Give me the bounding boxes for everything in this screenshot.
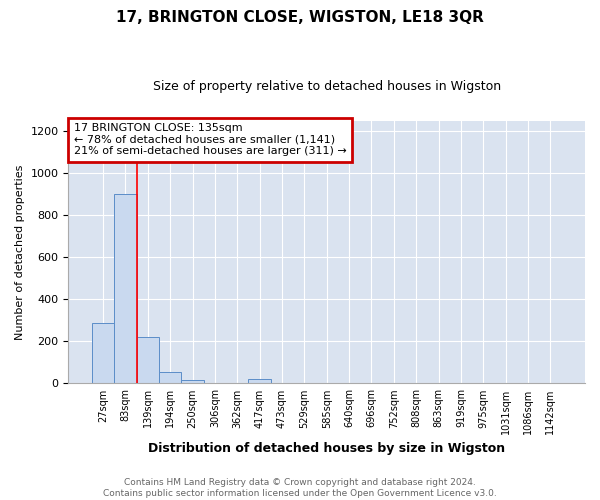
Bar — [159, 372, 181, 384]
Text: Contains HM Land Registry data © Crown copyright and database right 2024.
Contai: Contains HM Land Registry data © Crown c… — [103, 478, 497, 498]
X-axis label: Distribution of detached houses by size in Wigston: Distribution of detached houses by size … — [148, 442, 505, 455]
Bar — [137, 337, 159, 384]
Bar — [114, 194, 137, 384]
Bar — [92, 324, 114, 384]
Bar — [181, 380, 204, 384]
Y-axis label: Number of detached properties: Number of detached properties — [15, 164, 25, 340]
Text: 17 BRINGTON CLOSE: 135sqm
← 78% of detached houses are smaller (1,141)
21% of se: 17 BRINGTON CLOSE: 135sqm ← 78% of detac… — [74, 123, 346, 156]
Title: Size of property relative to detached houses in Wigston: Size of property relative to detached ho… — [152, 80, 501, 93]
Text: 17, BRINGTON CLOSE, WIGSTON, LE18 3QR: 17, BRINGTON CLOSE, WIGSTON, LE18 3QR — [116, 10, 484, 25]
Bar — [248, 379, 271, 384]
